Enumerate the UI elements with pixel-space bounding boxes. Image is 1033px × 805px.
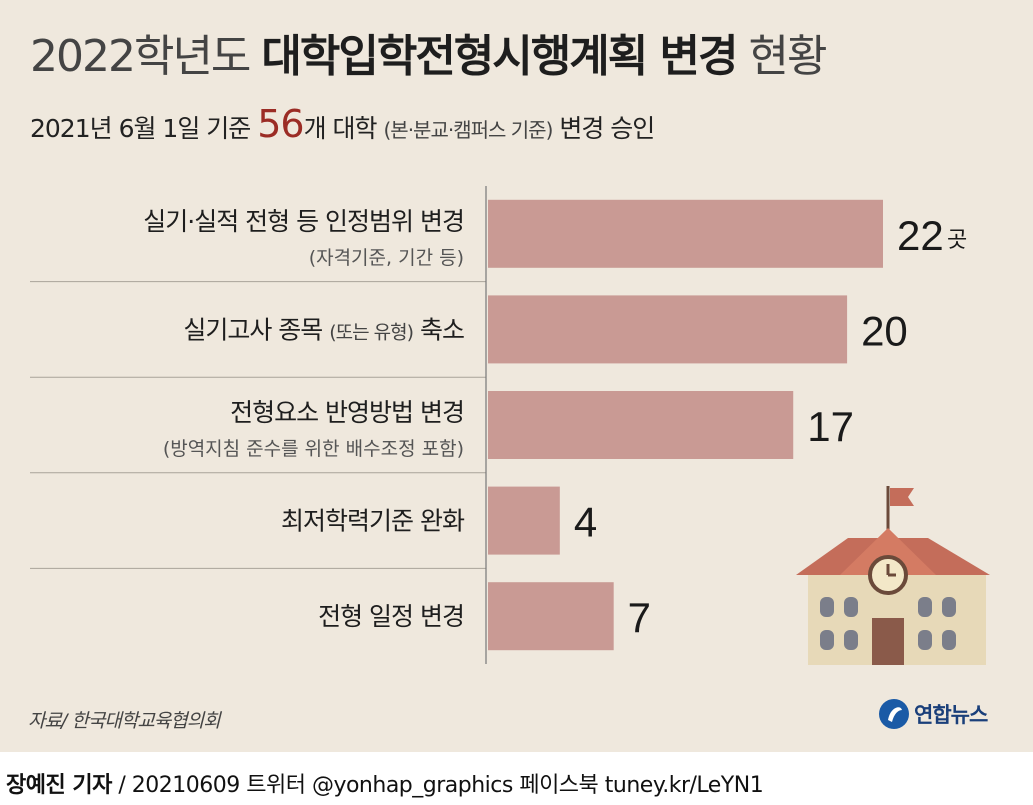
credit-rest: / 20210609 트위터 @yonhap_graphics 페이스북 tun… bbox=[111, 773, 764, 798]
bar bbox=[488, 199, 883, 268]
infographic-card: 2022학년도 대학입학전형시행계획 변경 현황 2021년 6월 1일 기준 … bbox=[0, 0, 1033, 752]
category-label: 실기·실적 전형 등 인정범위 변경 bbox=[143, 207, 464, 236]
subtitle-middle: 개 대학 bbox=[303, 114, 384, 143]
title-bold: 대학입학전형시행계획 변경 bbox=[261, 31, 738, 82]
value-label: 22 bbox=[897, 212, 944, 259]
value-label: 7 bbox=[628, 594, 651, 641]
subtitle-suffix: 변경 승인 bbox=[552, 114, 655, 143]
category-label: 전형요소 반영방법 변경 bbox=[230, 398, 464, 427]
category-sublabel: (자격기준, 기간 등) bbox=[309, 247, 464, 269]
chart-subtitle: 2021년 6월 1일 기준 56개 대학 (본·분교·캠퍼스 기준) 변경 승… bbox=[30, 102, 655, 146]
chart-rows: 22 곳 실기·실적 전형 등 인정범위 변경 (자격기준, 기간 등) 20 실기고사 … bbox=[30, 199, 967, 651]
value-label: 20 bbox=[861, 307, 908, 354]
credit-reporter: 장예진 기자 bbox=[6, 773, 112, 798]
bar bbox=[488, 295, 848, 364]
title-tail: 현황 bbox=[736, 31, 827, 82]
category-sublabel: (방역지침 준수를 위한 배수조정 포함) bbox=[163, 438, 464, 460]
logo-text: 연합뉴스 bbox=[914, 703, 988, 727]
unit-label: 곳 bbox=[947, 228, 967, 253]
subtitle-number: 56 bbox=[257, 102, 304, 146]
value-label: 4 bbox=[574, 499, 597, 546]
credit-line: 장예진 기자 / 20210609 트위터 @yonhap_graphics 페… bbox=[6, 767, 764, 799]
bar bbox=[488, 486, 560, 555]
title-year: 2022학년도 bbox=[30, 31, 262, 82]
school-building-icon bbox=[796, 486, 990, 665]
category-label: 전형 일정 변경 bbox=[318, 602, 464, 631]
bar bbox=[488, 391, 794, 459]
yonhap-logo-icon bbox=[879, 699, 909, 729]
subtitle-prefix: 2021년 6월 1일 기준 bbox=[30, 114, 258, 143]
category-label: 최저학력기준 완화 bbox=[281, 507, 465, 536]
subtitle-small: (본·분교·캠퍼스 기준) bbox=[383, 118, 554, 142]
chart-title: 2022학년도 대학입학전형시행계획 변경 현황 bbox=[30, 20, 827, 84]
source-note: 자료/ 한국대학교육협의회 bbox=[28, 710, 221, 732]
bar bbox=[488, 582, 614, 651]
value-label: 17 bbox=[807, 403, 854, 450]
category-label: 실기고사 종목 (또는 유형) 축소 bbox=[183, 315, 464, 344]
yonhap-logo: 연합뉴스 bbox=[878, 696, 1018, 736]
bar-chart: 22 곳 실기·실적 전형 등 인정범위 변경 (자격기준, 기간 등) 20 실기고사 … bbox=[30, 186, 967, 664]
